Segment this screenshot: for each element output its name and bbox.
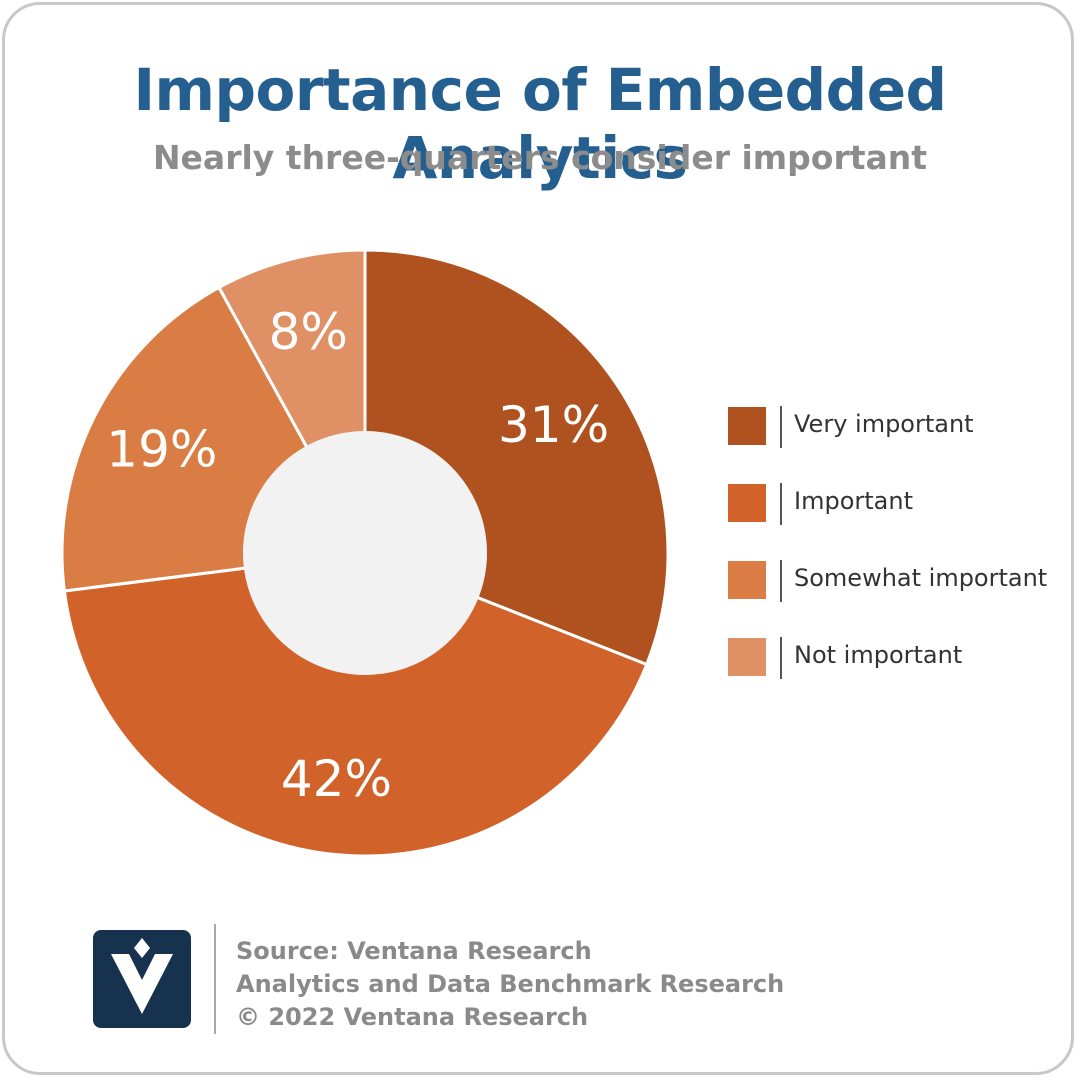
footer-divider [214, 924, 216, 1034]
chart-subtitle: Nearly three-quarters consider important [152, 138, 928, 177]
slice-label-very-important: 31% [498, 396, 609, 454]
legend-label-not-important: Not important [794, 641, 963, 669]
legend-swatch-somewhat-important [728, 561, 766, 599]
source-footer: Source: Ventana Research Analytics and D… [236, 935, 784, 1034]
legend-divider [780, 560, 782, 602]
ventana-v-logo-icon [93, 930, 191, 1028]
slice-label-somewhat-important: 19% [106, 420, 217, 478]
donut-hole [243, 431, 487, 675]
legend-divider [780, 637, 782, 679]
legend-swatch-important [728, 484, 766, 522]
legend-swatch-not-important [728, 638, 766, 676]
legend-swatch-very-important [728, 407, 766, 445]
source-line: Source: Ventana Research [236, 937, 592, 965]
legend-label-important: Important [794, 487, 913, 515]
study-line: Analytics and Data Benchmark Research [236, 970, 785, 998]
legend-label-somewhat-important: Somewhat important [794, 564, 1048, 592]
slice-label-not-important: 8% [269, 303, 348, 361]
legend-divider [780, 483, 782, 525]
slice-label-important: 42% [281, 750, 392, 808]
legend-label-very-important: Very important [794, 410, 974, 438]
legend-divider [780, 406, 782, 448]
chart-title: Importance of Embedded Analytics [133, 56, 947, 192]
copyright-line: © 2022 Ventana Research [236, 1003, 589, 1031]
slice-important [62, 551, 649, 858]
